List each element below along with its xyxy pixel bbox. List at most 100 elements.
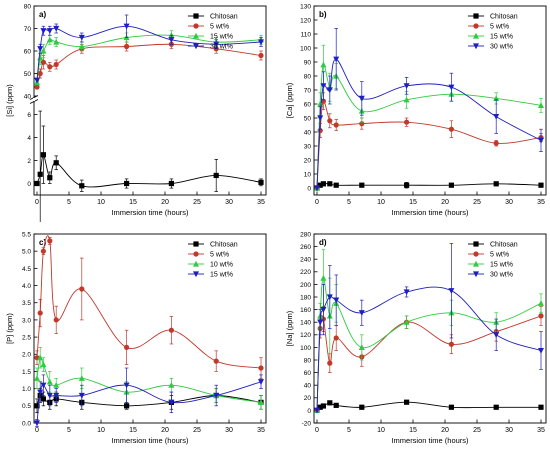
y-tick-label: 4 bbox=[27, 135, 31, 142]
y-tick-label: 40 bbox=[24, 93, 32, 100]
x-tick-label: 35 bbox=[257, 199, 265, 206]
data-point bbox=[40, 47, 47, 54]
data-point bbox=[320, 274, 327, 281]
y-tick-label: 5.0 bbox=[22, 249, 31, 256]
data-point bbox=[317, 404, 323, 410]
y-tick-label: 2.0 bbox=[22, 352, 31, 359]
y-tick-label: 2 bbox=[27, 158, 31, 165]
y-tick-label: 4.0 bbox=[22, 283, 31, 290]
data-point bbox=[53, 382, 60, 388]
data-point bbox=[37, 46, 44, 52]
x-tick-label: 0 bbox=[315, 427, 319, 434]
data-point bbox=[40, 361, 47, 368]
series-line bbox=[36, 394, 262, 407]
data-point bbox=[320, 403, 326, 409]
y-tick-label: 0 bbox=[27, 181, 31, 188]
y-tick-label: 6 bbox=[27, 112, 31, 119]
data-point bbox=[538, 404, 544, 410]
y-tick-label: 110 bbox=[301, 31, 312, 38]
y-tick-label: 70 bbox=[24, 26, 32, 33]
y-tick-label: 180 bbox=[300, 294, 311, 301]
data-point bbox=[123, 23, 130, 30]
x-tick-label: 30 bbox=[505, 427, 513, 434]
y-tick-label: 160 bbox=[300, 307, 311, 314]
panel-label: d) bbox=[319, 238, 327, 247]
series-line bbox=[36, 25, 262, 81]
legend-label: Chitosan bbox=[490, 14, 518, 21]
y-tick-label: 220 bbox=[300, 269, 311, 276]
x-tick-label: 5 bbox=[67, 199, 71, 206]
x-tick-label: 10 bbox=[377, 199, 385, 206]
series-0 bbox=[314, 181, 544, 191]
y-tick-label: 120 bbox=[300, 17, 311, 24]
y-tick-label: 1.0 bbox=[22, 386, 31, 393]
data-point bbox=[168, 180, 174, 187]
data-point bbox=[317, 182, 323, 188]
x-tick-label: 15 bbox=[129, 427, 137, 434]
legend-marker bbox=[473, 13, 479, 19]
data-point bbox=[34, 180, 40, 187]
data-point bbox=[403, 96, 410, 103]
plot-frame bbox=[313, 233, 547, 424]
chart-panel-p: 0 5 10 15 20 25 30 35 0.0 0.5 1.0 1.5 2.0 2.5 3.0 3.5 4.… bbox=[5, 231, 267, 445]
data-point bbox=[34, 84, 40, 90]
data-point bbox=[403, 83, 410, 89]
series-3 bbox=[314, 243, 544, 414]
data-point bbox=[448, 288, 455, 294]
x-tick-label: 10 bbox=[97, 427, 105, 434]
data-point bbox=[34, 375, 40, 381]
legend-marker bbox=[193, 271, 199, 278]
y-tick-label: 240 bbox=[300, 257, 311, 264]
legend-marker bbox=[193, 23, 199, 29]
data-point bbox=[538, 347, 544, 354]
data-point bbox=[404, 182, 410, 188]
panel-label: b) bbox=[319, 10, 327, 19]
series-3 bbox=[34, 367, 264, 427]
data-point bbox=[34, 77, 40, 84]
y-tick-label: 40 bbox=[304, 129, 312, 136]
x-tick-label: 15 bbox=[129, 199, 137, 206]
data-point bbox=[168, 327, 174, 333]
legend-marker bbox=[473, 251, 479, 257]
series-line bbox=[316, 64, 542, 189]
data-point bbox=[34, 420, 40, 427]
data-point bbox=[78, 43, 85, 50]
data-point bbox=[320, 307, 327, 313]
y-tick-label: -20 bbox=[302, 420, 312, 427]
data-point bbox=[493, 181, 499, 187]
legend-marker bbox=[473, 241, 479, 247]
data-point bbox=[46, 28, 53, 34]
data-point bbox=[79, 286, 85, 292]
data-point bbox=[213, 392, 220, 399]
data-point bbox=[493, 114, 500, 120]
y-tick-label: 200 bbox=[300, 282, 311, 289]
legend-label: 5 wt% bbox=[490, 252, 509, 259]
data-point bbox=[53, 25, 60, 32]
data-point bbox=[213, 172, 219, 179]
series-1 bbox=[34, 235, 264, 379]
y-tick-label: 100 bbox=[300, 345, 311, 352]
data-point bbox=[448, 84, 455, 91]
x-tick-label: 15 bbox=[409, 199, 417, 206]
series-1 bbox=[314, 92, 544, 191]
legend-label: 30 wt% bbox=[490, 44, 513, 51]
y-tick-label: 10 bbox=[304, 171, 312, 178]
data-point bbox=[403, 319, 410, 325]
data-point bbox=[79, 183, 85, 189]
y-tick-label: 0.5 bbox=[22, 403, 31, 410]
y-tick-label: 3.5 bbox=[22, 300, 31, 307]
data-point bbox=[493, 140, 499, 146]
x-tick-label: 25 bbox=[193, 199, 201, 206]
y-tick-label: 20 bbox=[304, 157, 312, 164]
y-tick-label: 260 bbox=[300, 244, 311, 251]
y-tick-label: 50 bbox=[304, 115, 312, 122]
data-point bbox=[538, 102, 544, 108]
data-point bbox=[53, 61, 59, 68]
series-line bbox=[36, 34, 262, 83]
legend-label: Chitosan bbox=[210, 242, 238, 249]
data-point bbox=[213, 358, 219, 364]
legend-label: Chitosan bbox=[210, 14, 238, 21]
data-point bbox=[327, 118, 333, 124]
series-0 bbox=[314, 399, 544, 413]
